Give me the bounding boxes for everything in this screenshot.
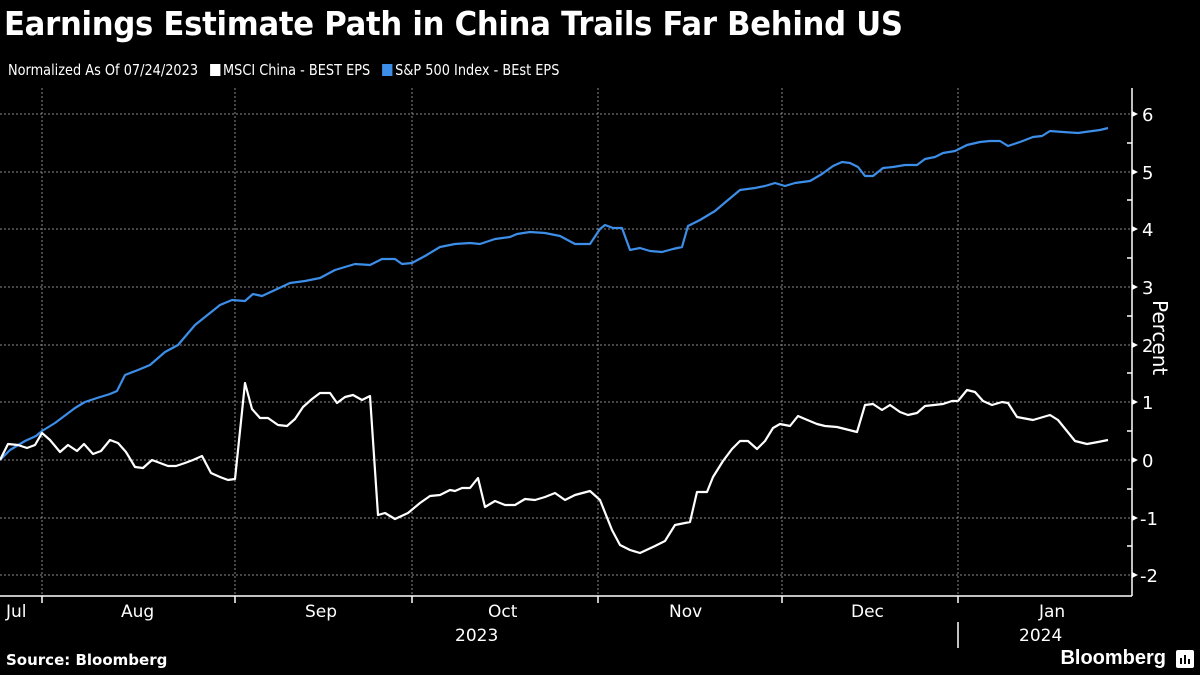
svg-text:Sep: Sep [305, 602, 337, 622]
svg-text:2023: 2023 [455, 626, 498, 646]
svg-text:3: 3 [1142, 278, 1153, 299]
svg-text:Dec: Dec [851, 602, 884, 622]
legend-item-msci-china: MSCI China - BEST EPS [210, 61, 370, 79]
svg-text:2024: 2024 [1019, 626, 1062, 646]
svg-text:0: 0 [1142, 451, 1153, 472]
svg-text:-1: -1 [1140, 509, 1158, 530]
legend-item-sp500: S&P 500 Index - BEst EPS [382, 61, 559, 79]
legend-swatch-white [210, 64, 221, 76]
svg-text:Oct: Oct [488, 602, 518, 622]
gridlines [0, 88, 1132, 596]
svg-text:-2: -2 [1140, 566, 1158, 587]
svg-text:Aug: Aug [121, 602, 154, 622]
source-note: Source: Bloomberg [6, 651, 168, 669]
bloomberg-logo-text: Bloomberg [1060, 647, 1166, 669]
svg-text:4: 4 [1142, 220, 1153, 241]
svg-text:5: 5 [1142, 163, 1153, 184]
svg-text:Nov: Nov [669, 602, 702, 622]
chart-legend: Normalized As Of 07/24/2023 MSCI China -… [8, 61, 571, 79]
svg-text:6: 6 [1142, 105, 1153, 126]
y-tick-labels: 6 5 4 3 2 1 0 -1 -2 [1140, 105, 1158, 587]
legend-swatch-blue [382, 64, 393, 76]
y-axis-label: Percent [1148, 300, 1172, 376]
subtitle: Normalized As Of 07/24/2023 [8, 61, 199, 79]
svg-text:1: 1 [1142, 393, 1153, 414]
svg-text:Jan: Jan [1038, 602, 1065, 622]
msci-china-eps-line [0, 381, 1109, 555]
y-tick-marks [1132, 111, 1138, 578]
svg-text:Jul: Jul [5, 602, 27, 622]
svg-text:2: 2 [1142, 336, 1153, 357]
bloomberg-chart-icon [1176, 650, 1194, 668]
chart-title: Earnings Estimate Path in China Trails F… [4, 4, 903, 43]
sp500-eps-line [0, 126, 1109, 461]
x-tick-labels: Jul Aug Sep Oct Nov Dec Jan 2023 2024 [5, 602, 1065, 646]
